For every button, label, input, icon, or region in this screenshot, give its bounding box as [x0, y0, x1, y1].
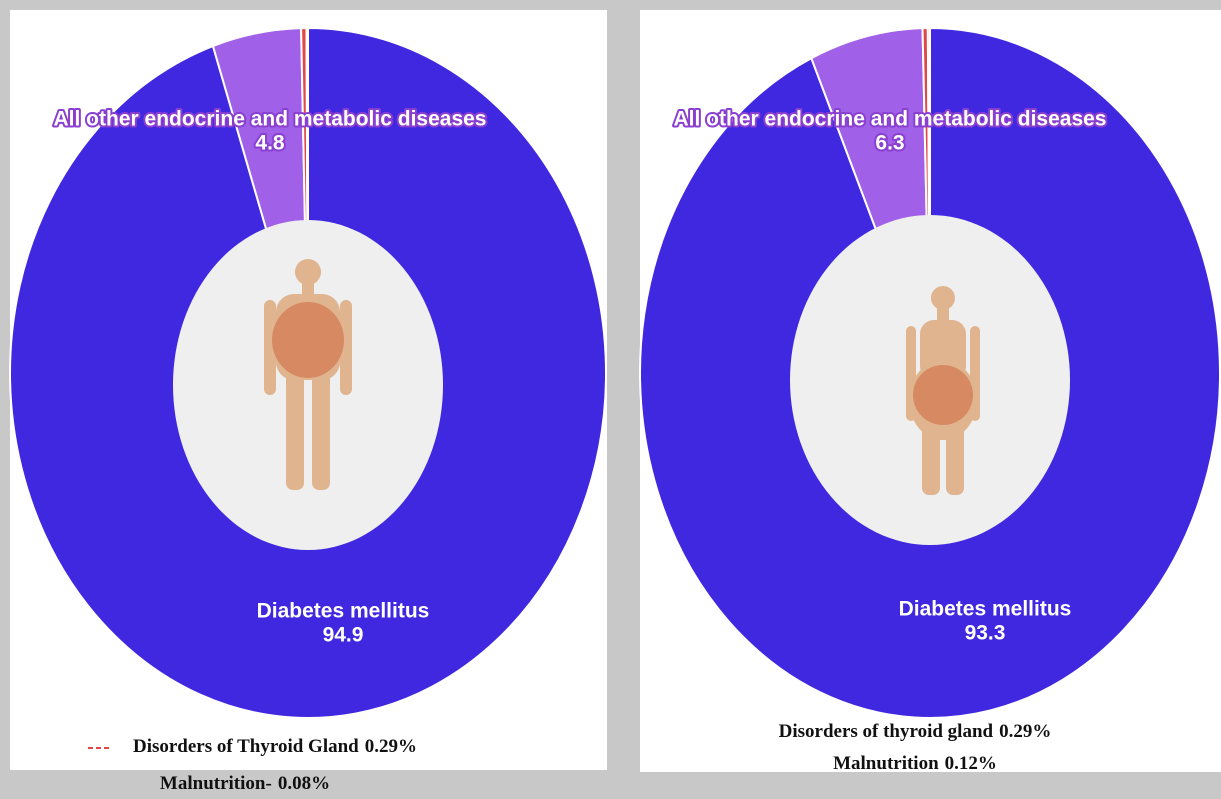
slice-value: 93.3 [965, 622, 1006, 645]
note-value: 0.29% [999, 721, 1051, 742]
note-value: 0.12% [945, 753, 997, 774]
note: Malnutrition- 0.08% [160, 773, 330, 794]
note: Disorders of thyroid gland 0.29% [779, 721, 1052, 742]
donut-hole [173, 220, 443, 550]
note-name: Disorders of Thyroid Gland [133, 736, 359, 757]
note-name: Malnutrition [833, 753, 939, 774]
note: Disorders of Thyroid Gland 0.29% [133, 736, 417, 757]
slice-value: 94.9 [323, 624, 364, 647]
note-value: 0.08% [278, 773, 330, 794]
slice-value: 4.8 [255, 132, 285, 155]
male-figure [264, 259, 352, 490]
slice-label: Diabetes mellitus [899, 598, 1072, 621]
pie-slice [305, 26, 309, 374]
note-name: Malnutrition- [160, 773, 272, 794]
slice-value: 6.3 [875, 132, 904, 155]
slice-label: All other endocrine and metabolic diseas… [674, 108, 1107, 131]
female-figure [906, 286, 980, 495]
note-name: Disorders of thyroid gland [779, 721, 994, 742]
note-value: 0.29% [365, 736, 417, 757]
slice-label: All other endocrine and metabolic diseas… [54, 108, 487, 131]
note: Malnutrition 0.12% [833, 753, 997, 774]
slice-label: Diabetes mellitus [257, 600, 430, 623]
